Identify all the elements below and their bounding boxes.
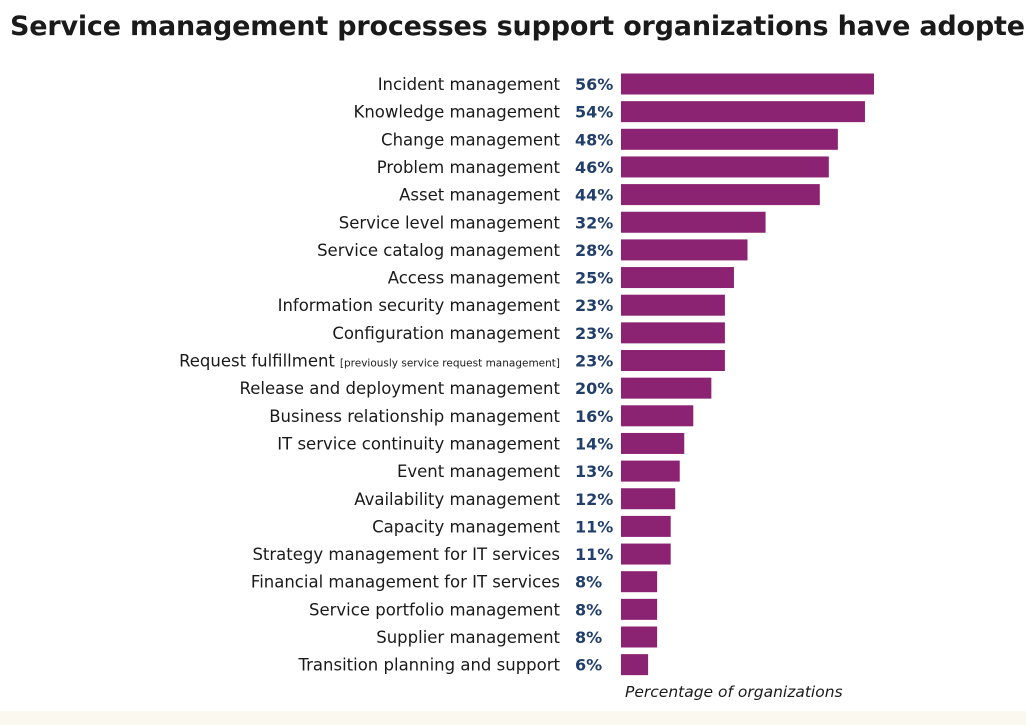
category-label: Supplier management (376, 628, 560, 647)
value-label: 11% (575, 517, 613, 536)
category-label: Strategy management for IT services (252, 545, 560, 564)
category-label: Request fulfillment [previously service r… (179, 352, 560, 371)
category-label-text: Financial management for IT services (251, 573, 560, 592)
bar (621, 543, 671, 565)
category-label: Release and deployment management (240, 379, 561, 398)
value-label: 12% (575, 490, 613, 509)
bar (621, 488, 676, 510)
bar (621, 239, 748, 261)
bar (621, 626, 658, 648)
value-label: 23% (575, 324, 613, 343)
category-label: Access management (388, 269, 561, 288)
category-label: Knowledge management (354, 103, 561, 122)
category-label: Service level management (339, 213, 561, 232)
value-label: 11% (575, 545, 613, 564)
category-label: Problem management (377, 158, 561, 177)
category-label-text: Event management (397, 462, 561, 481)
bar (621, 211, 766, 233)
category-label-text: Release and deployment management (240, 379, 561, 398)
category-label-text: Information security management (278, 296, 561, 315)
value-label: 13% (575, 462, 613, 481)
category-label: Availability management (354, 490, 560, 509)
category-label: Service catalog management (317, 241, 560, 260)
category-label-text: IT service continuity management (277, 434, 560, 453)
bar (621, 267, 734, 289)
category-label-text: Asset management (399, 186, 560, 205)
category-label-text: Access management (388, 269, 561, 288)
category-label-text: Knowledge management (354, 103, 561, 122)
bar (621, 73, 874, 95)
category-label-text: Problem management (377, 158, 561, 177)
value-label: 23% (575, 296, 613, 315)
value-label: 8% (575, 573, 602, 592)
bar (621, 654, 649, 676)
x-axis-label: Percentage of organizations (625, 683, 843, 701)
category-label-text: Supplier management (376, 628, 560, 647)
value-label: 20% (575, 379, 613, 398)
value-label: 46% (575, 158, 613, 177)
category-note: [previously service request management] (340, 358, 560, 370)
value-label: 32% (575, 213, 613, 232)
category-label-text: Configuration management (332, 324, 560, 343)
bar (621, 101, 865, 123)
bar (621, 571, 658, 593)
bar (621, 598, 658, 620)
value-label: 44% (575, 186, 613, 205)
bar (621, 128, 838, 150)
value-label: 25% (575, 269, 613, 288)
category-label: Financial management for IT services (251, 573, 560, 592)
bar (621, 377, 712, 399)
category-label: Incident management (378, 75, 561, 94)
category-label-text: Change management (381, 130, 560, 149)
category-label: Transition planning and support (297, 656, 560, 675)
bars-layer (621, 73, 874, 676)
value-label: 54% (575, 103, 613, 122)
category-label-text: Incident management (378, 75, 561, 94)
category-label-text: Business relationship management (269, 407, 560, 426)
value-label: 14% (575, 434, 613, 453)
category-label: Change management (381, 130, 560, 149)
bar (621, 460, 680, 482)
category-label-text: Request fulfillment (179, 352, 335, 371)
bar (621, 405, 694, 427)
bar (621, 294, 725, 316)
bar (621, 350, 725, 371)
bar (621, 184, 820, 206)
chart-title: Service management processes support org… (10, 11, 1026, 42)
bar (621, 432, 685, 454)
value-label: 16% (575, 407, 613, 426)
category-label-text: Service catalog management (317, 241, 560, 260)
value-label: 8% (575, 628, 602, 647)
category-label: Asset management (399, 186, 560, 205)
category-label-text: Transition planning and support (297, 656, 560, 675)
category-label: Event management (397, 462, 561, 481)
value-labels-layer: 56% 54% 48% 46% 44% 32% 28% 25% 23% 23% 23% 20% 16% 1… (575, 75, 613, 675)
category-label-text: Service portfolio management (309, 600, 561, 619)
value-label: 28% (575, 241, 613, 260)
category-label: Capacity management (372, 517, 560, 536)
category-label-text: Capacity management (372, 517, 560, 536)
category-label-text: Service level management (339, 213, 561, 232)
category-label-text: Availability management (354, 490, 560, 509)
bar (621, 322, 725, 344)
category-label: Configuration management (332, 324, 560, 343)
value-label: 56% (575, 75, 613, 94)
value-label: 48% (575, 130, 613, 149)
category-labels-layer: Incident management Knowledge management C… (179, 75, 560, 675)
category-label: IT service continuity management (277, 434, 560, 453)
bar (621, 515, 671, 537)
value-label: 8% (575, 600, 602, 619)
category-label-text: Strategy management for IT services (252, 545, 560, 564)
category-label: Service portfolio management (309, 600, 561, 619)
value-label: 23% (575, 352, 613, 371)
category-label: Information security management (278, 296, 561, 315)
category-label: Business relationship management (269, 407, 560, 426)
value-label: 6% (575, 656, 602, 675)
bar (621, 156, 829, 178)
footer-band (0, 711, 1026, 725)
